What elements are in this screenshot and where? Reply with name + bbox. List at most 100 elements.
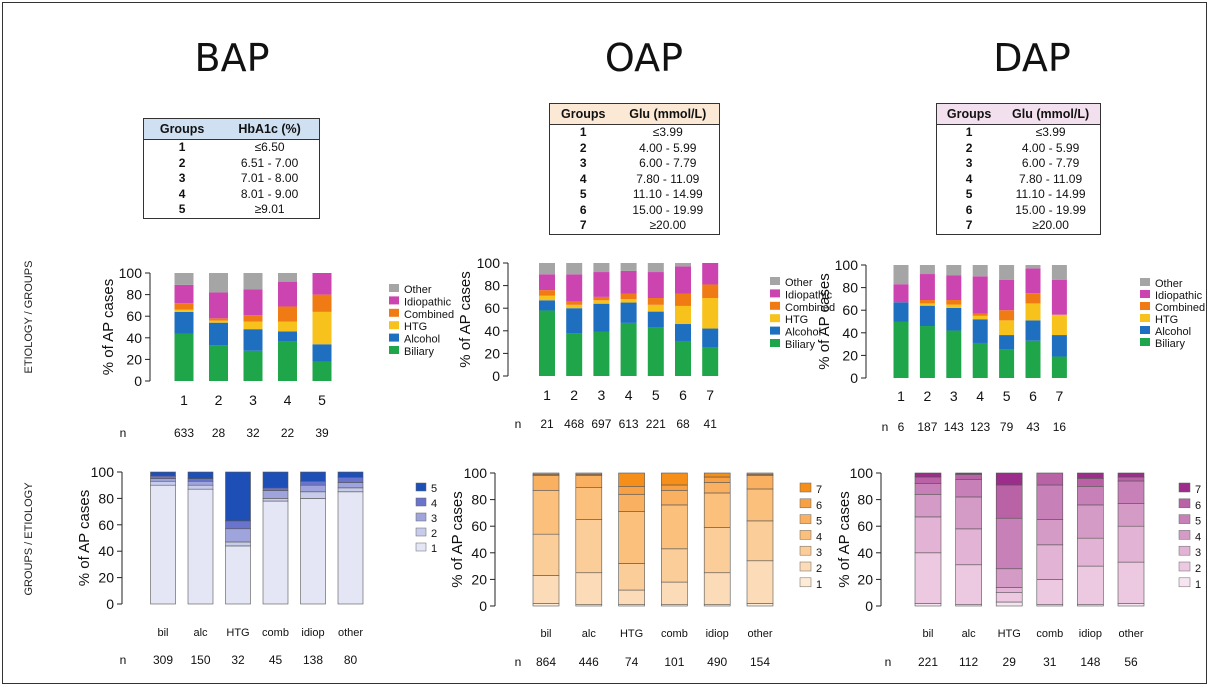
- dap-top-bar-segment: [1025, 293, 1041, 304]
- dap-top-y-tick-label: 60: [842, 302, 858, 318]
- oap-top-bar-segment: [702, 328, 719, 348]
- bap-bottom-bar-segment: [225, 471, 251, 522]
- oap-top-bar-segment: [647, 298, 664, 305]
- bap-bottom-bar-segment: [150, 471, 176, 477]
- dap-top-bar-segment: [972, 313, 988, 316]
- dap-top-bar-segment: [893, 284, 909, 303]
- dap-top-bar-segment: [999, 265, 1015, 280]
- bap-top-bar-segment: [278, 306, 297, 322]
- table-header-row: Groups Glu (mmol/L): [936, 103, 1101, 125]
- bap-bottom-y-tick-label: 20: [98, 570, 114, 586]
- table-header-cell: Glu (mmol/L): [1012, 107, 1090, 121]
- dap-top-y-tick-label: 80: [842, 280, 858, 296]
- table-row: 1 ≤3.99: [937, 125, 1101, 141]
- bap-bottom-n-count: 309: [153, 653, 173, 667]
- dap-top-y-tick-label: 40: [842, 325, 858, 341]
- oap-bottom-legend-label: 2: [816, 563, 822, 575]
- oap-bottom-legend-swatch: [799, 514, 812, 524]
- table-header-row: Groups Glu (mmol/L): [549, 103, 720, 125]
- bap-top-y-tick-label: 20: [126, 351, 142, 367]
- oap-top-legend-swatch: [770, 277, 780, 285]
- oap-bottom-y-tick-label: 40: [471, 545, 487, 561]
- bap-bottom-bar-segment: [300, 491, 326, 499]
- dap-top-y-tick-label: 0: [850, 370, 858, 386]
- oap-top-n-count: 68: [676, 417, 690, 431]
- oap-top-bar-segment: [647, 272, 664, 299]
- bap-bottom-legend-label: 4: [431, 498, 437, 510]
- dap-bottom-x-tick-label: other: [1118, 628, 1143, 640]
- bap-bottom-bar-segment: [337, 476, 364, 483]
- panel-title-dap: DAP: [993, 36, 1071, 80]
- dap-top-bar-segment: [946, 300, 962, 305]
- oap-bottom-bar-segment: [532, 533, 560, 576]
- group-range-cell: ≤3.99: [652, 125, 683, 139]
- dap-bottom-legend-swatch: [1178, 530, 1191, 540]
- oap-bottom-y-tick-label: 100: [464, 465, 488, 481]
- oap-bottom-bar-segment: [618, 589, 645, 605]
- bap-bottom-n-count: 45: [269, 653, 283, 667]
- oap-bottom-bar-segment: [746, 603, 774, 607]
- oap-top-legend-swatch: [770, 339, 780, 347]
- dap-top-bar-segment: [893, 302, 909, 322]
- dap-bottom-legend-label: 6: [1195, 500, 1201, 512]
- oap-bottom-legend-label: 6: [816, 500, 822, 512]
- table-row: 2 6.51 - 7.00: [144, 156, 320, 172]
- oap-top-n-count: 468: [564, 417, 584, 431]
- panel-title-bap: BAP: [194, 36, 270, 80]
- group-range-cell: 7.01 - 8.00: [240, 171, 299, 185]
- oap-bottom-bar-segment: [746, 520, 774, 562]
- oap-top-bar-segment: [539, 290, 555, 296]
- bap-bottom-bar-segment: [225, 520, 251, 530]
- bap-top-bar-segment: [174, 309, 194, 312]
- bap-bottom-y-axis-label: % of AP cases: [76, 490, 93, 586]
- oap-bottom-bar-segment: [618, 493, 645, 512]
- dap-bottom-legend-label: 7: [1195, 484, 1201, 496]
- dap-top-x-tick-label: 5: [1003, 388, 1011, 404]
- oap-bottom-bar-segment: [575, 487, 603, 520]
- oap-top-bar-segment: [593, 296, 610, 301]
- group-id-cell: 2: [965, 140, 973, 155]
- bap-bottom-bar-segment: [187, 484, 214, 490]
- dap-top-bar-segment: [1025, 265, 1041, 269]
- dap-top-legend-label: Biliary: [1155, 338, 1185, 350]
- dap-top-n-count: 79: [1000, 420, 1014, 434]
- dap-top-bar-segment: [972, 342, 988, 378]
- bap-bottom-bar-segment: [150, 478, 176, 482]
- dap-top-bar-segment: [919, 300, 935, 304]
- oap-bottom-bar-segment: [746, 472, 774, 475]
- bap-top-bar-segment: [312, 344, 332, 362]
- dap-top-legend-swatch: [1140, 338, 1150, 346]
- group-range-cell: 15.00 - 19.99: [1015, 202, 1086, 217]
- oap-top-n-count: 697: [591, 417, 611, 431]
- panel-title-oap: OAP: [604, 36, 684, 80]
- oap-bottom-legend-swatch: [799, 498, 812, 509]
- dap-bottom-x-tick-label: alc: [962, 628, 977, 640]
- oap-bottom-n-label: n: [515, 655, 522, 669]
- table-row: 1 ≤3.99: [550, 125, 720, 141]
- oap-bottom-legend-label: 4: [816, 531, 822, 543]
- oap-bottom-legend-swatch: [799, 545, 812, 556]
- group-range-cell: 6.00 - 7.79: [1021, 156, 1080, 170]
- dap-bottom-n-count: 221: [918, 655, 938, 669]
- oap-bottom-bar-segment: [661, 484, 688, 491]
- bap-top-legend-label: HTG: [404, 321, 427, 333]
- bap-top-legend-swatch: [389, 284, 399, 292]
- dap-bottom-legend-swatch: [1178, 514, 1191, 524]
- dap-top-legend-swatch: [1140, 302, 1150, 310]
- bap-top-bar-segment: [174, 333, 194, 381]
- bap-bottom-bar-segment: [225, 545, 251, 605]
- oap-top-bar-segment: [675, 263, 691, 267]
- dap-top-n-count: 16: [1053, 420, 1067, 434]
- dap-bottom-legend-label: 5: [1195, 516, 1201, 528]
- dap-top-legend-label: Alcohol: [1155, 326, 1191, 338]
- dap-top-legend-swatch: [1140, 278, 1150, 286]
- dap-top-legend-swatch: [1140, 290, 1150, 298]
- dap-bottom-y-tick-label: 40: [857, 545, 873, 561]
- table-row: 4 7.80 - 11.09: [937, 172, 1101, 188]
- bap-top-bar-segment: [278, 273, 297, 282]
- dap-bottom-legend-label: 4: [1195, 531, 1201, 543]
- oap-top-legend-label: Combined: [785, 302, 835, 314]
- bap-bottom-n-count: 138: [303, 653, 323, 667]
- dap-top-bar-segment: [946, 304, 962, 308]
- oap-top-bar-segment: [647, 263, 664, 273]
